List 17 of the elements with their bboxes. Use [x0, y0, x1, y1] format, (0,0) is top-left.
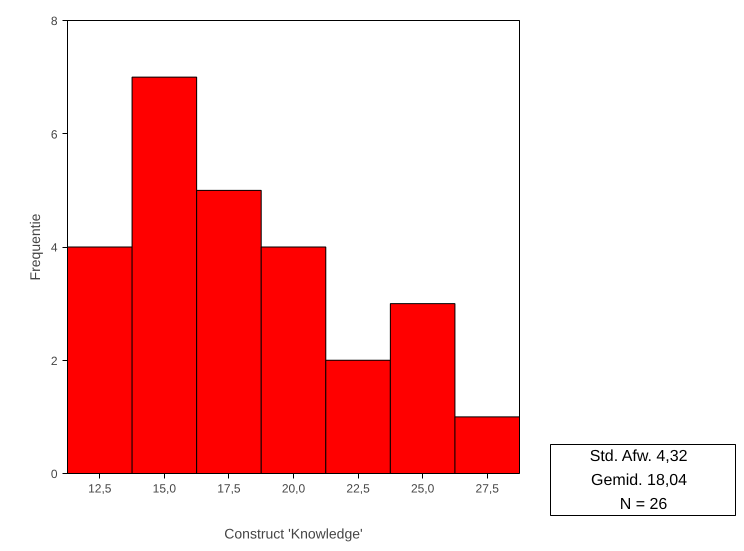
x-tick-label: 12,5	[88, 482, 112, 496]
x-tick-label: 15,0	[152, 482, 176, 496]
x-axis-title: Construct 'Knowledge'	[224, 526, 363, 542]
y-tick-label: 0	[50, 467, 58, 481]
text: Std. Afw. 4,32	[590, 448, 688, 465]
y-tick-label: 6	[50, 127, 58, 142]
x-tick-label: 20,0	[282, 482, 306, 496]
y-tick-label: 4	[50, 240, 58, 254]
x-tick-label: 17,5	[217, 482, 241, 496]
y-axis-title: Frequentie	[26, 213, 43, 280]
text: Gemid. 18,04	[591, 472, 688, 489]
y-tick-label: 2	[50, 354, 58, 368]
x-tick-label: 22,5	[346, 482, 370, 496]
x-tick-label: 27,5	[476, 482, 500, 496]
x-tick-label: 25,0	[410, 482, 435, 496]
text: N = 26	[620, 496, 668, 513]
y-tick-label: 8	[50, 14, 58, 28]
